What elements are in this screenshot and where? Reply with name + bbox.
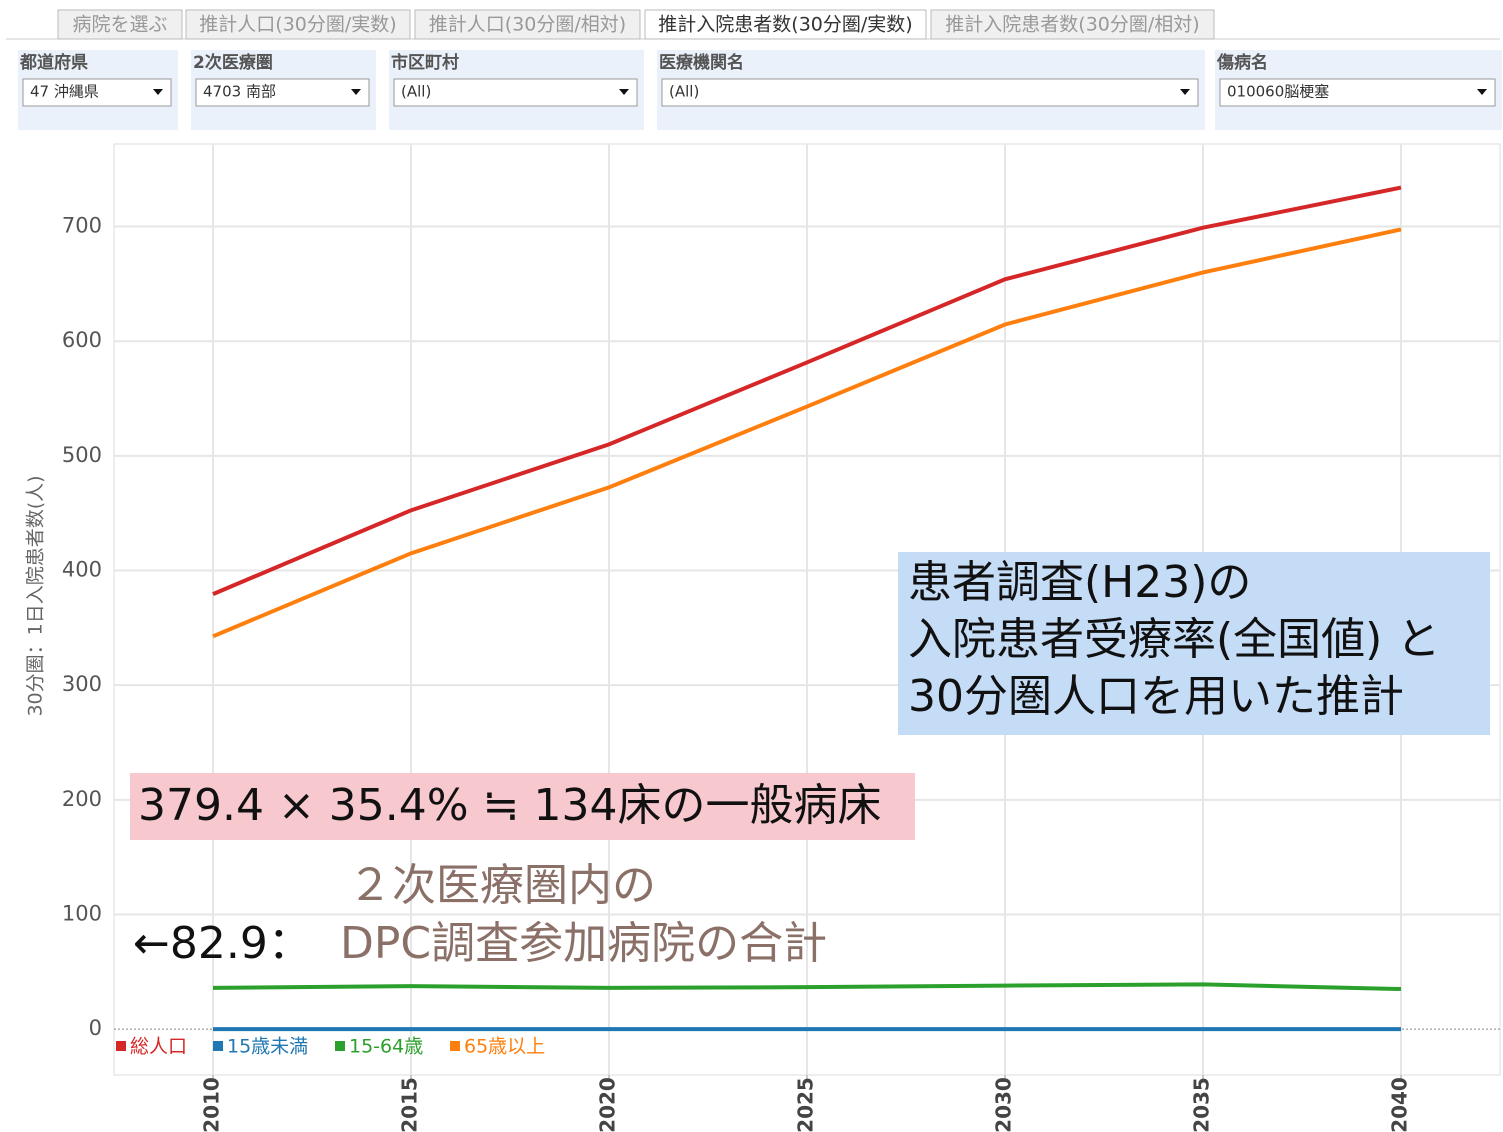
y-tick-label: 600 bbox=[62, 328, 102, 352]
dropdown[interactable] bbox=[22, 78, 172, 107]
dropdown-value: 010060脳梗塞 bbox=[1227, 83, 1329, 101]
note-text: 379.4 × 35.4% ≒ 134床の一般病床 bbox=[138, 780, 881, 831]
x-tick-label: 2015 bbox=[398, 1077, 422, 1132]
y-tick-label: 700 bbox=[62, 214, 102, 238]
tab-label: 推計人口(30分圏/相対) bbox=[429, 14, 626, 36]
y-tick-label: 100 bbox=[62, 901, 102, 925]
x-tick-label: 2030 bbox=[992, 1077, 1016, 1132]
tab[interactable] bbox=[644, 9, 927, 40]
dropdown-value: 47 沖縄県 bbox=[30, 83, 99, 101]
dropdown[interactable] bbox=[1219, 78, 1496, 107]
tab-label: 病院を選ぶ bbox=[72, 14, 167, 36]
dropdown[interactable] bbox=[661, 78, 1199, 107]
tab[interactable] bbox=[185, 9, 411, 40]
x-tick-label: 2035 bbox=[1190, 1077, 1214, 1132]
dropdown-arrow bbox=[1180, 89, 1190, 95]
y-tick-label: 400 bbox=[62, 558, 102, 582]
note-text: ２次医療圏内の bbox=[348, 860, 656, 911]
y-tick-label: 0 bbox=[89, 1016, 102, 1040]
legend-swatch bbox=[116, 1041, 126, 1051]
line-series bbox=[212, 185, 1402, 596]
filter-label: 傷病名 bbox=[1216, 52, 1268, 73]
legend-swatch bbox=[335, 1041, 345, 1051]
dropdown-value: 4703 南部 bbox=[203, 83, 276, 101]
tab-label: 推計入院患者数(30分圏/相対) bbox=[945, 14, 1199, 36]
note-box bbox=[130, 773, 915, 840]
line-series bbox=[212, 982, 1402, 992]
tab-label: 推計人口(30分圏/実数) bbox=[199, 14, 396, 36]
dropdown-value: (All) bbox=[669, 83, 699, 101]
legend-swatch bbox=[450, 1041, 460, 1051]
x-tick-label: 2040 bbox=[1388, 1077, 1412, 1132]
legend-label: 65歳以上 bbox=[464, 1036, 545, 1058]
y-tick-label: 300 bbox=[62, 672, 102, 696]
dropdown-arrow bbox=[1477, 89, 1487, 95]
dropdown[interactable] bbox=[393, 78, 638, 107]
line-series bbox=[212, 227, 1402, 639]
dropdown[interactable] bbox=[195, 78, 370, 107]
dropdown-arrow bbox=[351, 89, 361, 95]
filter-label: 医療機関名 bbox=[659, 52, 744, 73]
dropdown-arrow bbox=[153, 89, 163, 95]
y-axis-label: 30分圏：1日入院患者数(人) bbox=[25, 475, 47, 716]
note-text: DPC調査参加病院の合計 bbox=[340, 918, 827, 969]
note-text: 患者調査(H23)の bbox=[908, 557, 1251, 608]
legend-label: 総人口 bbox=[130, 1036, 187, 1058]
note-text: 入院患者受療率(全国値) と bbox=[908, 614, 1440, 665]
tab[interactable] bbox=[57, 9, 183, 40]
tab[interactable] bbox=[930, 9, 1215, 40]
tab[interactable] bbox=[414, 9, 641, 40]
filter-label: 市区町村 bbox=[391, 52, 459, 73]
note-text: ←82.9： bbox=[133, 918, 312, 969]
filter-label: 2次医療圏 bbox=[193, 52, 273, 73]
dropdown-value: (All) bbox=[401, 83, 431, 101]
tab-label: 推計入院患者数(30分圏/実数) bbox=[658, 14, 912, 36]
note-text: 30分圏人口を用いた推計 bbox=[908, 671, 1404, 722]
y-tick-label: 500 bbox=[62, 443, 102, 467]
legend-label: 15-64歳 bbox=[349, 1036, 423, 1058]
legend-label: 15歳未満 bbox=[227, 1036, 308, 1058]
x-tick-label: 2010 bbox=[200, 1077, 224, 1132]
y-tick-label: 200 bbox=[62, 787, 102, 811]
note-box bbox=[898, 552, 1490, 735]
dropdown-arrow bbox=[619, 89, 629, 95]
filter-label: 都道府県 bbox=[19, 52, 88, 73]
legend-swatch bbox=[213, 1041, 223, 1051]
x-tick-label: 2020 bbox=[596, 1077, 620, 1132]
x-tick-label: 2025 bbox=[794, 1077, 818, 1132]
